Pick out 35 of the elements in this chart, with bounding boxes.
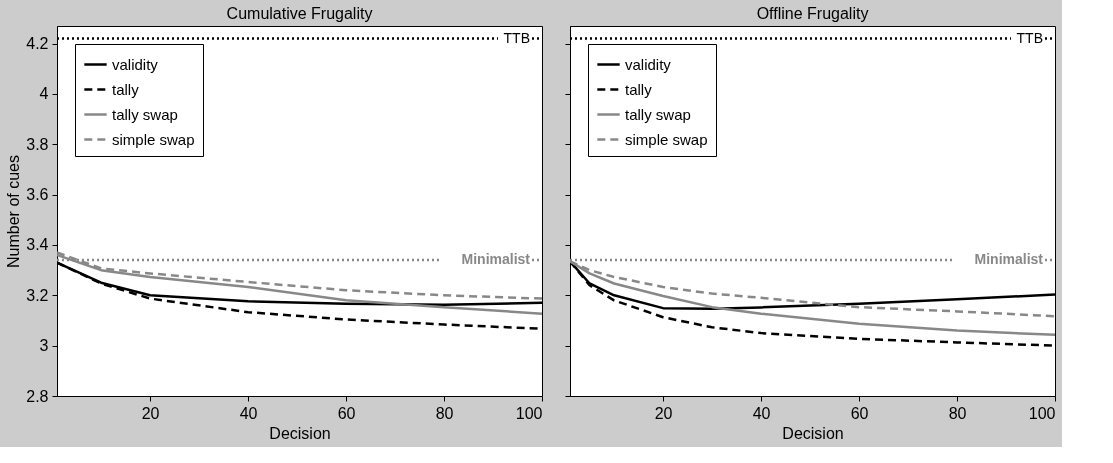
x-tick-label: 100 <box>1028 404 1056 422</box>
x-axis-title: Decision <box>269 424 331 442</box>
y-tick-label: 3 <box>39 337 49 355</box>
legend-label: validity <box>625 55 672 73</box>
x-tick-label: 20 <box>141 404 160 422</box>
ref-line-label: Minimalist <box>974 251 1044 268</box>
y-tick-label: 4.2 <box>26 35 49 53</box>
x-tick-label: 40 <box>752 404 771 422</box>
y-tick-label: 3.2 <box>26 286 49 304</box>
y-tick-label: 3.6 <box>26 186 49 204</box>
legend-label: simple swap <box>112 130 195 148</box>
x-tick-label: 80 <box>435 404 454 422</box>
y-tick-label: 4 <box>39 85 49 103</box>
legend-label: validity <box>112 55 159 73</box>
legend-label: tally swap <box>112 105 178 123</box>
chart-title: Offline Frugality <box>756 5 869 22</box>
y-tick-label: 2.8 <box>26 387 49 405</box>
x-tick-label: 80 <box>948 404 967 422</box>
ref-line-label: TTB <box>1016 29 1043 46</box>
y-tick-label: 3.8 <box>26 135 49 153</box>
x-tick-label: 60 <box>337 404 356 422</box>
x-tick-label: 60 <box>850 404 869 422</box>
legend-label: tally swap <box>625 105 691 123</box>
chart-title: Cumulative Frugality <box>226 5 373 22</box>
x-tick-label: 40 <box>239 404 258 422</box>
ref-line-label: Minimalist <box>461 251 531 268</box>
legend-label: tally <box>625 80 653 98</box>
y-axis-title: Number of cues <box>5 155 23 268</box>
y-tick-label: 3.4 <box>26 236 49 254</box>
x-tick-label: 100 <box>515 404 543 422</box>
ref-line-label: TTB <box>503 29 530 46</box>
legend-label: simple swap <box>625 130 708 148</box>
x-tick-label: 20 <box>654 404 673 422</box>
legend-label: tally <box>112 80 140 98</box>
x-axis-title: Decision <box>782 424 844 442</box>
